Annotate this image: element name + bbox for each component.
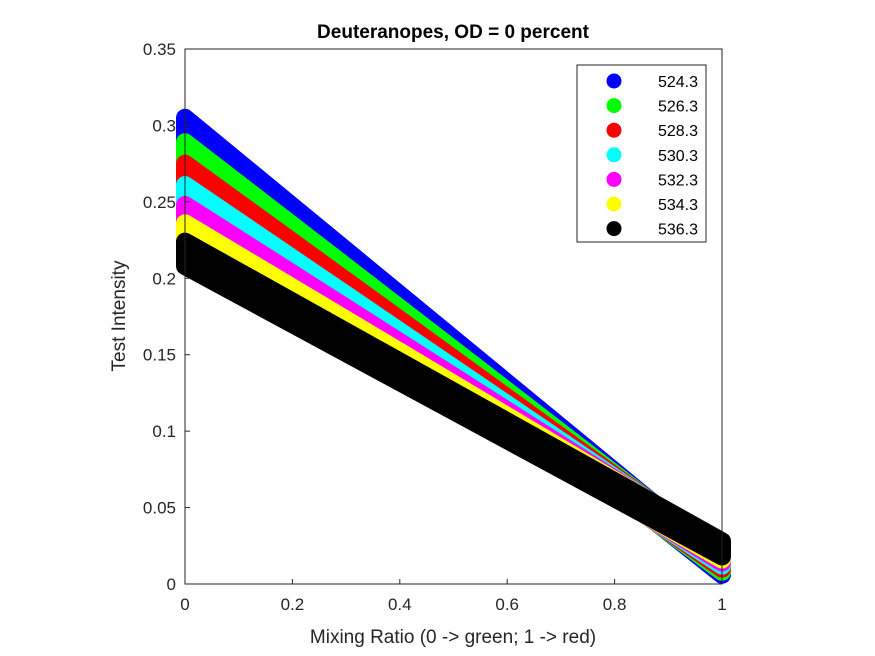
legend-label: 528.3 <box>658 123 698 140</box>
legend-label: 532.3 <box>658 172 698 189</box>
y-tick-label: 0.15 <box>143 346 176 365</box>
legend-marker <box>606 196 622 212</box>
x-tick-label: 0 <box>180 595 189 614</box>
y-tick-label: 0.05 <box>143 499 176 518</box>
legend-label: 524.3 <box>658 74 698 91</box>
y-tick-label: 0.1 <box>152 422 176 441</box>
y-tick-label: 0.3 <box>152 116 176 135</box>
x-axis-label: Mixing Ratio (0 -> green; 1 -> red) <box>310 627 596 648</box>
y-tick-label: 0.25 <box>143 193 176 212</box>
x-tick-label: 0.4 <box>388 595 412 614</box>
legend-label: 526.3 <box>658 99 698 116</box>
chart-title: Deuteranopes, OD = 0 percent <box>317 22 590 43</box>
x-tick-label: 0.2 <box>281 595 305 614</box>
legend-marker <box>606 147 622 163</box>
legend-marker <box>606 98 622 114</box>
legend-box <box>576 64 707 243</box>
y-axis-ticks: 0 0.05 0.1 0.15 0.2 0.25 0.3 0.35 <box>143 40 190 594</box>
x-tick-label: 1 <box>717 595 726 614</box>
x-tick-label: 0.8 <box>603 595 627 614</box>
legend-label: 530.3 <box>658 148 698 165</box>
legend: 524.3 526.3 528.3 530.3 532.3 534.3 536.3 <box>576 64 707 243</box>
x-axis-ticks: 0 0.2 0.4 0.6 0.8 1 <box>180 579 727 614</box>
y-tick-label: 0 <box>167 575 176 594</box>
y-tick-label: 0.2 <box>152 269 176 288</box>
legend-marker <box>606 122 622 138</box>
y-tick-label: 0.35 <box>143 40 176 59</box>
x-tick-label: 0.6 <box>495 595 519 614</box>
legend-marker <box>606 221 622 237</box>
legend-marker <box>606 73 622 89</box>
legend-label: 536.3 <box>658 222 698 239</box>
legend-label: 534.3 <box>658 197 698 214</box>
legend-marker <box>606 171 622 187</box>
axes-box <box>184 48 723 585</box>
y-axis-label: Test Intensity <box>109 260 130 371</box>
